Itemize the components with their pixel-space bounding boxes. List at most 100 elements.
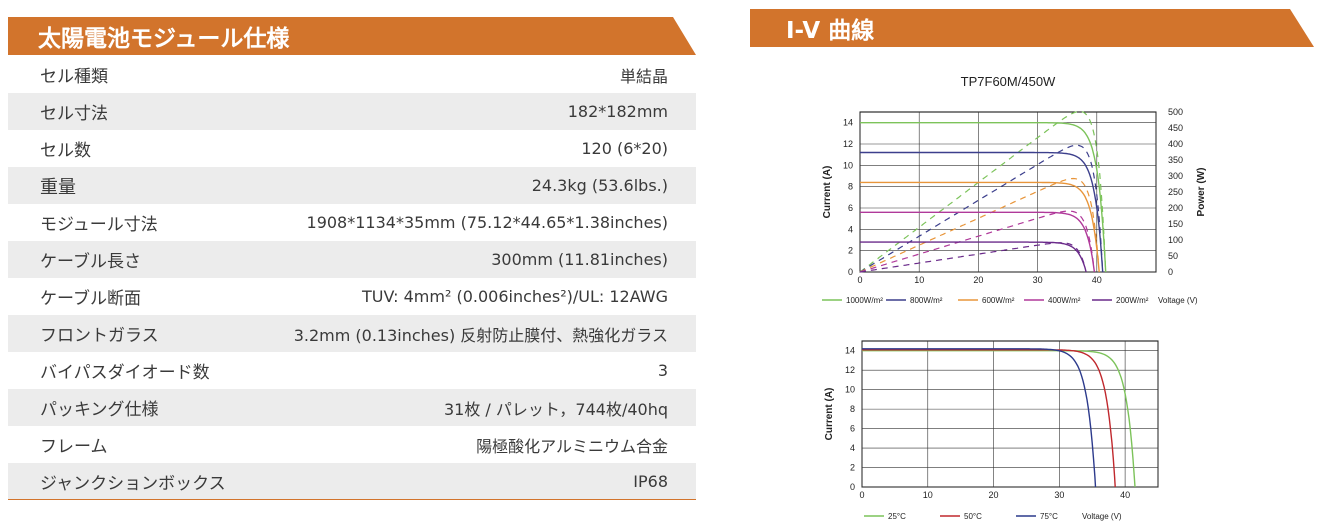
spec-value: 24.3kg (53.6lbs.) (531, 176, 668, 195)
iv-curve-line (862, 349, 1116, 488)
legend-label: 25°C (888, 512, 906, 521)
spec-row: セル数 120 (6*20) (8, 130, 696, 167)
y-tick-label: 6 (850, 424, 855, 434)
x-tick-label: 40 (1092, 275, 1102, 285)
spec-label: フレーム (40, 437, 108, 457)
x-tick-label: 10 (923, 490, 933, 500)
power-curve-line (859, 110, 1107, 273)
legend-label: 400W/m² (1048, 296, 1081, 305)
iv-curve-line (860, 181, 1100, 273)
y-tick-label: 10 (845, 385, 855, 395)
y2-tick-label: 150 (1168, 219, 1183, 229)
plot-frame (859, 111, 1157, 273)
y-tick-label: 14 (845, 346, 855, 356)
power-curve-line (859, 177, 1099, 273)
spec-value: 3.2mm (0.13inches) 反射防止膜付、熱強化ガラス (293, 325, 668, 345)
x-tick-label: 0 (859, 490, 864, 500)
y2-tick-label: 450 (1168, 123, 1183, 133)
spec-value: 120 (6*20) (581, 139, 668, 158)
legend-label: 800W/m² (910, 296, 943, 305)
x-tick-label: 20 (973, 275, 983, 285)
spec-row: ケーブル断面 TUV: 4mm² (0.006inches²)/UL: 12AWG (8, 278, 696, 315)
iv-curve-line (860, 211, 1096, 273)
y2-tick-label: 200 (1168, 203, 1183, 213)
spec-value: 182*182mm (567, 102, 668, 121)
power-curve-line (859, 210, 1095, 273)
x-tick-label: 40 (1120, 490, 1130, 500)
spec-table: セル種類 単結晶セル寸法 182*182mm セル数 120 (6*20) 重量 24.3k… (8, 56, 696, 500)
power-curve-line (859, 144, 1104, 273)
iv-curve-line (860, 122, 1107, 273)
legend-label: 1000W/m² (846, 296, 883, 305)
spec-label: パッキング仕様 (40, 400, 159, 420)
legend-label: 75°C (1040, 512, 1058, 521)
spec-value: IP68 (633, 471, 668, 491)
spec-label: 重量 (40, 176, 76, 198)
y2-tick-label: 0 (1168, 267, 1173, 277)
y-tick-label: 8 (850, 404, 855, 414)
spec-row: パッキング仕様 31枚 / パレット，744枚/40hq (8, 389, 696, 426)
spec-label: セル種類 (40, 67, 108, 87)
spec-row: ジャンクションボックス IP68 (8, 463, 696, 500)
y2-axis-label: Power (W) (1196, 168, 1207, 217)
x-tick-label: 20 (989, 490, 999, 500)
spec-row: フロントガラス 3.2mm (0.13inches) 反射防止膜付、熱強化ガラス (8, 315, 696, 352)
iv-curve-line (860, 151, 1104, 273)
y-tick-label: 4 (850, 443, 855, 453)
iv-curve-line (862, 348, 1097, 488)
x-axis-label: Voltage (V) (1158, 296, 1198, 305)
iv-curve-line (860, 241, 1087, 273)
y2-tick-label: 400 (1168, 139, 1183, 149)
spec-row: セル種類 単結晶 (8, 56, 696, 93)
spec-label: セル数 (40, 141, 91, 161)
y-tick-label: 4 (848, 224, 853, 234)
spec-label: セル寸法 (40, 104, 108, 124)
spec-value: TUV: 4mm² (0.006inches²)/UL: 12AWG (362, 287, 668, 306)
y2-tick-label: 300 (1168, 171, 1183, 181)
y-tick-label: 2 (848, 246, 853, 256)
spec-section-banner: 太陽電池モジュール仕様 (8, 17, 696, 55)
y2-tick-label: 50 (1168, 251, 1178, 261)
legend-label: 50°C (964, 512, 982, 521)
y-tick-label: 2 (850, 463, 855, 473)
spec-label: バイパスダイオード数 (40, 363, 210, 383)
spec-label: ジャンクションボックス (40, 473, 226, 494)
spec-row: 重量 24.3kg (53.6lbs.) (8, 167, 696, 204)
spec-label: ケーブル断面 (40, 289, 141, 309)
y-axis-label: Current (A) (824, 388, 835, 441)
y2-tick-label: 350 (1168, 155, 1183, 165)
spec-label: ケーブル長さ (40, 252, 141, 272)
x-tick-label: 10 (914, 275, 924, 285)
iv-section-title: I-V 曲線 (786, 18, 875, 44)
spec-value: 単結晶 (619, 66, 668, 86)
x-tick-label: 30 (1054, 490, 1064, 500)
x-axis-label: Voltage (V) (1082, 512, 1122, 521)
chart-title: TP7F60M/450W (961, 74, 1056, 89)
spec-label: フロントガラス (40, 326, 159, 346)
spec-row: ケーブル長さ 300mm (11.81inches) (8, 241, 696, 278)
spec-row: フレーム 陽極酸化アルミニウム合金 (8, 426, 696, 463)
y-axis-label: Current (A) (822, 166, 833, 219)
spec-value: 300mm (11.81inches) (491, 250, 668, 269)
spec-row: セル寸法 182*182mm (8, 93, 696, 130)
power-curve-line (859, 242, 1086, 273)
y-tick-label: 6 (848, 203, 853, 213)
spec-label: モジュール寸法 (40, 215, 158, 235)
spec-row: バイパスダイオード数 3 (8, 352, 696, 389)
y2-tick-label: 100 (1168, 235, 1183, 245)
spec-value: 1908*1134*35mm (75.12*44.65*1.38inches) (306, 213, 668, 232)
x-tick-label: 30 (1033, 275, 1043, 285)
y-tick-label: 0 (848, 267, 853, 277)
iv-section-banner: I-V 曲線 (750, 9, 1314, 47)
y2-tick-label: 500 (1168, 107, 1183, 117)
spec-value: 3 (657, 361, 668, 380)
iv-curve-line (862, 350, 1136, 488)
spec-section-title: 太陽電池モジュール仕様 (38, 26, 290, 52)
legend-label: 200W/m² (1116, 296, 1149, 305)
spec-value: 31枚 / パレット，744枚/40hq (443, 399, 668, 419)
y2-tick-label: 250 (1168, 187, 1183, 197)
y-tick-label: 8 (848, 182, 853, 192)
y-tick-label: 12 (843, 139, 853, 149)
y-tick-label: 12 (845, 365, 855, 375)
